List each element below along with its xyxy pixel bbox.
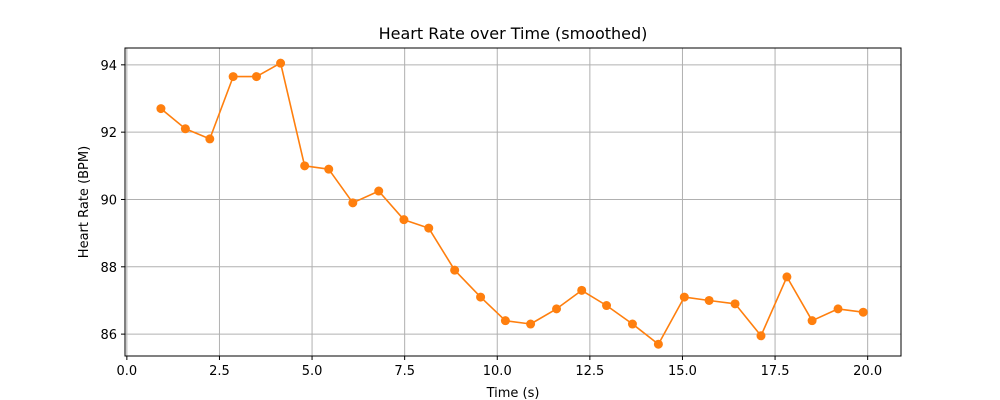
data-point bbox=[602, 301, 612, 311]
series-heart-rate bbox=[156, 58, 868, 349]
data-point bbox=[500, 316, 510, 326]
data-point bbox=[348, 198, 358, 208]
data-point bbox=[205, 134, 215, 144]
data-point bbox=[679, 292, 689, 302]
plot-area-frame bbox=[124, 47, 902, 357]
data-point bbox=[756, 331, 766, 341]
data-point bbox=[476, 292, 486, 302]
data-point bbox=[653, 339, 663, 349]
data-point bbox=[627, 319, 637, 329]
data-point bbox=[450, 265, 460, 275]
data-point bbox=[858, 307, 868, 317]
data-point bbox=[276, 58, 286, 68]
x-tick-label: 2.5 bbox=[209, 364, 230, 379]
x-tick-label: 17.5 bbox=[761, 364, 790, 379]
data-point bbox=[156, 104, 166, 114]
data-point bbox=[552, 304, 562, 314]
x-tick-label: 12.5 bbox=[575, 364, 604, 379]
x-tick-label: 7.5 bbox=[394, 364, 415, 379]
y-axis-label: Heart Rate (BPM) bbox=[77, 146, 92, 258]
x-tick-label: 10.0 bbox=[483, 364, 512, 379]
x-tick-label: 15.0 bbox=[668, 364, 697, 379]
y-tick-label: 92 bbox=[100, 126, 117, 141]
series-line bbox=[160, 62, 864, 346]
data-point bbox=[300, 161, 310, 171]
data-point bbox=[180, 124, 190, 134]
data-point bbox=[577, 285, 587, 295]
data-point bbox=[807, 316, 817, 326]
data-point bbox=[730, 299, 740, 309]
y-tick-label: 88 bbox=[100, 261, 117, 276]
data-point bbox=[374, 186, 384, 196]
y-tick-label: 90 bbox=[100, 193, 117, 208]
data-point bbox=[782, 272, 792, 282]
axis-ticks: 0.0 2.5 5.0 7.5 10.0 12.5 15.0 17.5 20.0 86 88 90 92… bbox=[100, 59, 882, 379]
x-tick-label: 0.0 bbox=[117, 364, 138, 379]
data-point bbox=[424, 223, 434, 233]
x-tick-label: 5.0 bbox=[302, 364, 323, 379]
data-point bbox=[833, 304, 843, 314]
grid-lines bbox=[125, 48, 901, 356]
y-tick-label: 94 bbox=[100, 59, 117, 74]
data-point bbox=[399, 215, 409, 225]
data-point bbox=[704, 295, 714, 305]
x-axis-label: Time (s) bbox=[486, 386, 540, 400]
data-point bbox=[324, 164, 334, 174]
data-point bbox=[228, 72, 238, 82]
chart-title: Heart Rate over Time (smoothed) bbox=[379, 24, 648, 43]
data-point bbox=[526, 319, 536, 329]
y-tick-label: 86 bbox=[100, 328, 117, 343]
x-tick-label: 20.0 bbox=[853, 364, 882, 379]
data-point bbox=[251, 72, 261, 82]
